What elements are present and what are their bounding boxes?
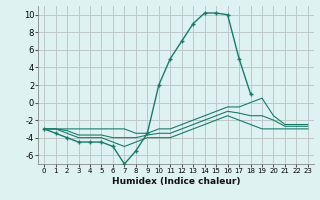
X-axis label: Humidex (Indice chaleur): Humidex (Indice chaleur) bbox=[112, 177, 240, 186]
